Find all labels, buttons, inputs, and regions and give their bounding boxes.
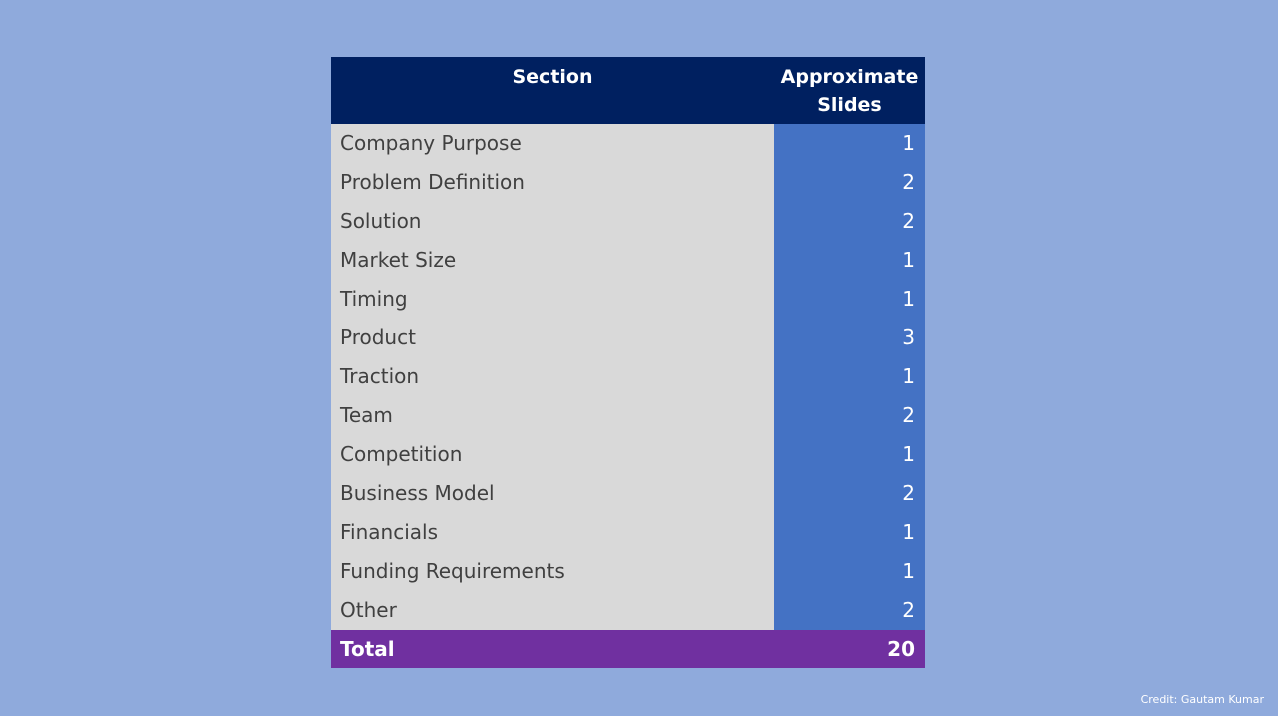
table-row: Problem Definition 2 [331,162,925,202]
table-row: Traction 1 [331,357,925,397]
row-slides-value: 1 [774,279,925,319]
row-section-label: Product [331,318,774,358]
table-row: Other 2 [331,590,925,630]
row-slides-value: 1 [774,357,925,397]
total-label: Total [340,636,395,661]
row-section-label: Team [331,396,774,436]
total-value: 20 [887,636,915,661]
row-section-label: Other [331,590,774,630]
table-body: Company Purpose 1 Problem Definition 2 Solut… [331,124,925,630]
row-slides-value: 2 [774,474,925,513]
table-row: Company Purpose 1 [331,124,925,163]
row-section-label: Competition [331,435,774,475]
header-approximate-slides: Approximate Slides [780,66,919,116]
row-section-label: Market Size [331,240,774,280]
row-slides-value: 1 [774,435,925,475]
row-slides-value: 1 [774,240,925,280]
row-slides-value: 1 [774,551,925,591]
credit-text: Credit: Gautam Kumar [1140,693,1264,706]
pitch-deck-table: Section Approximate Slides Company Purpo… [331,57,925,668]
table-row: Business Model 2 [331,474,925,513]
row-slides-value: 1 [774,124,925,163]
row-section-label: Problem Definition [331,162,774,202]
row-section-label: Solution [331,201,774,241]
header-section: Section [512,66,593,88]
table-row: Timing 1 [331,279,925,319]
total-row: Total 20 [331,629,925,668]
row-slides-value: 2 [774,396,925,436]
row-slides-value: 2 [774,162,925,202]
row-slides-value: 2 [774,590,925,630]
row-section-label: Business Model [331,474,774,513]
table-row: Competition 1 [331,435,925,475]
table-row: Funding Requirements 1 [331,551,925,591]
row-section-label: Funding Requirements [331,551,774,591]
table-row: Solution 2 [331,201,925,241]
row-slides-value: 2 [774,201,925,241]
table-row: Market Size 1 [331,240,925,280]
table-row: Financials 1 [331,512,925,552]
table-row: Product 3 [331,318,925,358]
row-section-label: Timing [331,279,774,319]
row-slides-value: 3 [774,318,925,358]
row-slides-value: 1 [774,512,925,552]
table-row: Team 2 [331,396,925,436]
row-section-label: Financials [331,512,774,552]
row-section-label: Traction [331,357,774,397]
row-section-label: Company Purpose [331,124,774,163]
table-header: Section Approximate Slides [331,57,925,124]
